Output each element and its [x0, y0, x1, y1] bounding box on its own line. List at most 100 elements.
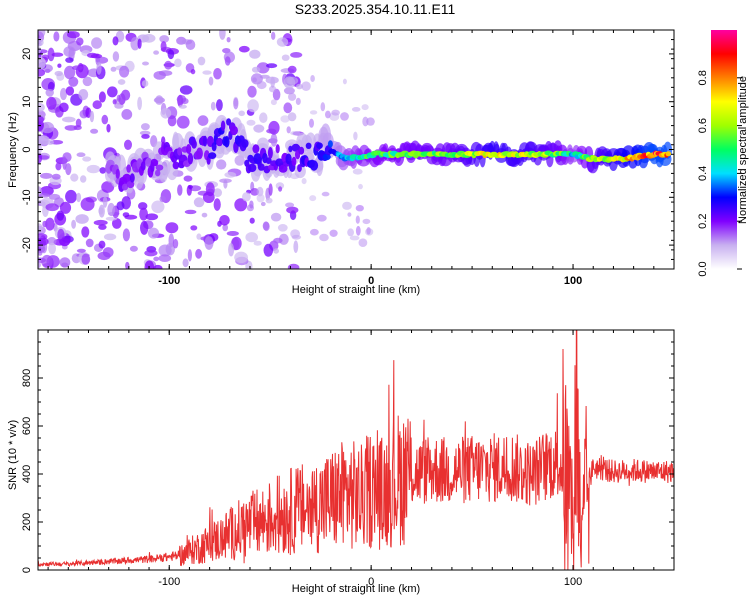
- spectrogram-cell: [122, 173, 132, 183]
- spectrogram-cell: [75, 214, 89, 224]
- spectrogram-cell: [287, 65, 297, 74]
- spectrogram-cell: [102, 247, 114, 258]
- spectrogram-cell: [121, 183, 129, 191]
- spectrogram-cell: [158, 254, 172, 262]
- spectrogram-cell: [178, 104, 187, 109]
- spectrogram-cell: [153, 256, 160, 262]
- spectrogram-cell: [208, 76, 214, 86]
- spectrogram-cell: [325, 110, 331, 119]
- spectrogram-cell: [85, 238, 94, 248]
- spectrogram-cell: [60, 87, 67, 101]
- spectrogram-cell: [665, 151, 672, 157]
- spectrogram-cell: [280, 115, 290, 123]
- spectrogram-cell: [291, 234, 302, 240]
- spectrogram-cell: [248, 163, 257, 173]
- spectrogram-cell: [273, 237, 283, 244]
- spectrogram-cell: [59, 102, 69, 113]
- spectrogram-cell: [295, 97, 301, 105]
- spectrogram-cell: [340, 112, 349, 121]
- spectrogram-y-tick-label: -10: [21, 189, 33, 205]
- spectrogram-cell: [275, 182, 285, 190]
- spectrogram-cell: [361, 104, 369, 111]
- spectrogram-cell: [76, 152, 86, 157]
- spectrogram-cell: [137, 38, 142, 49]
- spectrogram-cell: [112, 218, 122, 229]
- spectrogram-cell: [92, 100, 102, 110]
- spectrogram-cell: [67, 31, 80, 39]
- spectrogram-cell: [310, 75, 315, 82]
- spectrogram-cell: [222, 224, 228, 232]
- spectrogram-cell: [172, 238, 179, 249]
- spectrogram-cell: [296, 83, 303, 90]
- spectrogram-y-tick-label: -20: [21, 237, 33, 253]
- spectrogram-cell: [42, 220, 48, 228]
- spectrogram-cell: [190, 69, 196, 75]
- spectrogram-cell: [256, 193, 265, 203]
- spectrogram-cell: [269, 85, 277, 93]
- snr-x-tick-label: 100: [564, 576, 582, 588]
- spectrogram-cell: [265, 197, 273, 204]
- spectrogram-cell: [86, 52, 98, 59]
- spectrogram-cell: [358, 238, 368, 247]
- spectrogram-cell: [260, 201, 266, 207]
- spectrogram-cell: [309, 195, 317, 202]
- spectrogram-cell: [141, 80, 149, 87]
- spectrogram-cell: [362, 116, 369, 127]
- spectrogram-cell: [310, 228, 319, 236]
- spectrogram-cell: [270, 99, 277, 106]
- spectrogram-cell: [117, 79, 126, 85]
- spectrogram-cell: [271, 31, 276, 40]
- snr-panel: -100 0 100 0 200 400 600 800 Height of straigh…: [7, 329, 675, 595]
- spectrogram-cell: [45, 203, 59, 212]
- spectrogram-cell: [319, 233, 329, 242]
- spectrogram-cell: [201, 212, 208, 218]
- spectrogram-cell: [270, 212, 282, 222]
- spectrogram-cell: [283, 76, 296, 89]
- spectrogram-cell: [226, 231, 239, 236]
- spectrogram-cell: [51, 52, 64, 57]
- spectrogram-cell: [38, 237, 49, 246]
- spectrogram-cell: [140, 161, 146, 171]
- spectrogram-cell: [56, 210, 65, 221]
- spectrogram-cell: [167, 49, 175, 60]
- spectrogram-x-axis-label: Height of straight line (km): [292, 284, 420, 296]
- spectrogram-x-ticks: -100 0 100: [47, 30, 675, 287]
- spectrogram-cell: [48, 193, 61, 200]
- spectrogram-cell: [40, 172, 53, 179]
- spectrogram-cell: [159, 35, 170, 43]
- spectrogram-cell: [38, 57, 46, 70]
- spectrogram-cell: [59, 201, 72, 214]
- spectrogram-cell: [257, 163, 265, 171]
- spectrogram-cell: [195, 248, 203, 259]
- spectrogram-cell: [155, 164, 164, 171]
- spectrogram-cell: [55, 162, 62, 171]
- spectrogram-cell: [251, 66, 261, 73]
- snr-y-tick-label: 0: [21, 567, 33, 573]
- spectrogram-cell: [78, 89, 89, 101]
- spectrogram-cell: [238, 110, 245, 117]
- colorbar-tick-label: 0.6: [697, 118, 709, 133]
- spectrogram-cell: [270, 76, 276, 88]
- spectrogram-cell: [291, 156, 297, 167]
- spectrogram-cell: [352, 168, 363, 175]
- spectrogram-cell: [259, 112, 268, 123]
- spectrogram-cell: [147, 227, 160, 239]
- spectrogram-cell: [230, 125, 238, 136]
- spectrogram-cell: [48, 242, 56, 255]
- spectrogram-cell: [90, 128, 99, 134]
- spectrogram-cell: [278, 164, 288, 173]
- spectrogram-cell: [140, 220, 149, 235]
- spectrogram-cell: [205, 182, 215, 197]
- spectrogram-cell: [158, 244, 172, 257]
- spectrogram-cell: [65, 163, 72, 176]
- spectrogram-cell: [197, 56, 206, 66]
- spectrogram-cell: [164, 60, 173, 70]
- spectrogram-cell: [110, 66, 117, 72]
- spectrogram-cell: [238, 45, 250, 53]
- spectrogram-cell: [176, 95, 187, 104]
- snr-y-tick-label: 600: [21, 417, 33, 435]
- spectrogram-cell: [129, 245, 138, 252]
- spectrogram-cell: [107, 202, 116, 217]
- spectrogram-cell: [219, 30, 226, 40]
- spectrogram-cell: [270, 133, 278, 147]
